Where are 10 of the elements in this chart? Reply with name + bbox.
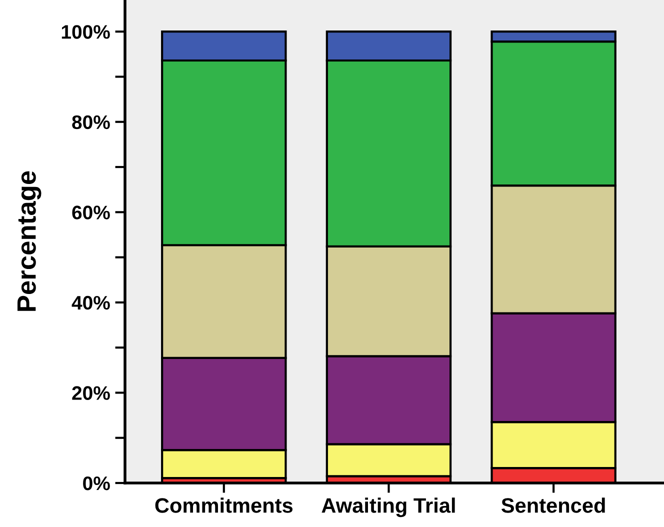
y-tick-label: 20% bbox=[72, 386, 110, 400]
y-axis-title: Percentage bbox=[17, 171, 42, 311]
x-tick-label: Sentenced bbox=[501, 498, 605, 513]
x-tick-label: Awaiting Trial bbox=[322, 498, 455, 518]
y-tick-label: 80% bbox=[72, 115, 110, 130]
y-tick-label: 100% bbox=[62, 25, 110, 39]
y-tick-label: 60% bbox=[72, 206, 110, 220]
x-tick-label: Commitments bbox=[155, 498, 292, 513]
y-tick-label: 40% bbox=[72, 296, 110, 310]
y-tick-label: 0% bbox=[83, 476, 110, 490]
